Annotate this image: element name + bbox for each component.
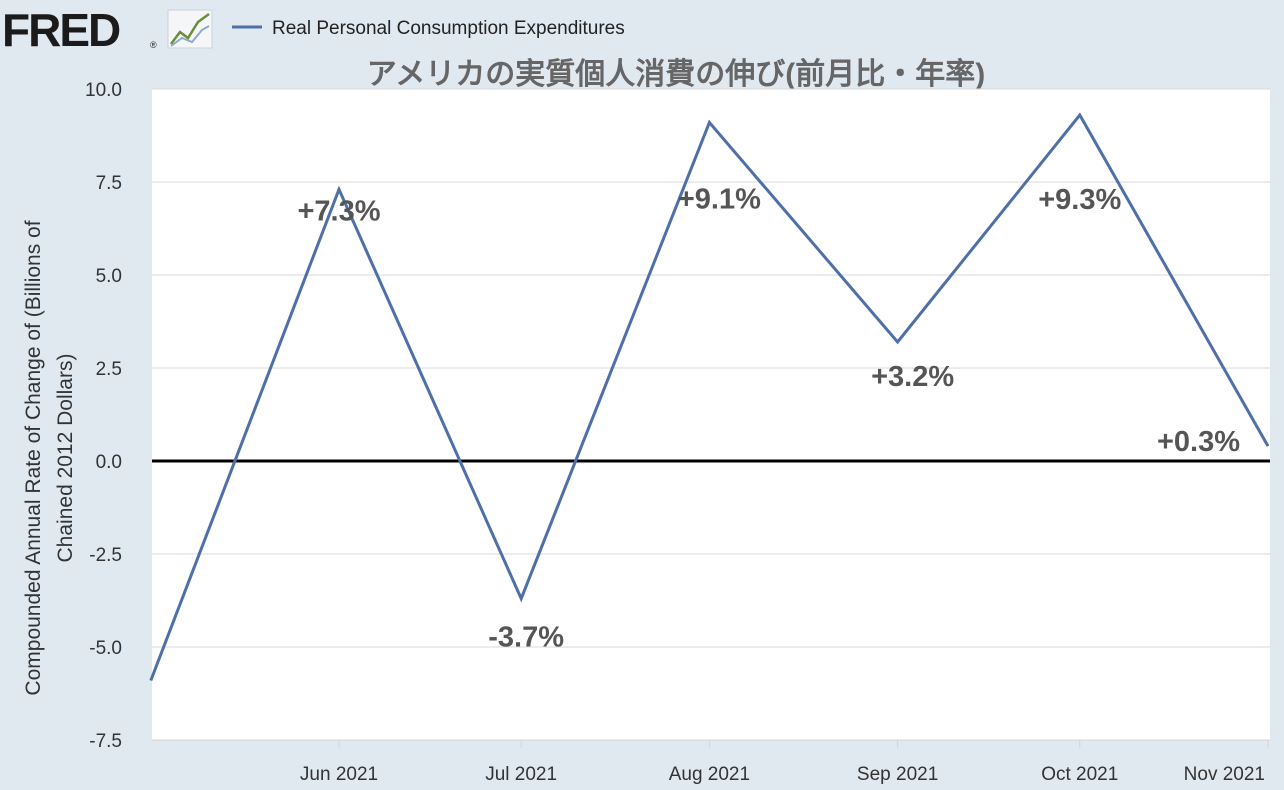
legend: Real Personal Consumption Expenditures: [232, 18, 625, 39]
data-label: +7.3%: [297, 195, 380, 227]
data-labels: +7.3% -3.7% +9.1% +3.2% +9.3% +0.3%: [297, 183, 1240, 653]
y-tick-label: -2.5: [89, 545, 122, 566]
y-axis-label-line-1: Compounded Annual Rate of Change of (Bil…: [22, 220, 45, 695]
y-tick-label: -5.0: [89, 638, 122, 659]
plot-area: [152, 89, 1270, 740]
y-axis-label-line-2: Chained 2012 Dollars): [54, 354, 77, 563]
y-tick-label: 7.5: [96, 173, 122, 194]
logo-registered-mark: ®: [150, 40, 157, 50]
x-tick-label: Nov 2021: [1184, 764, 1265, 785]
data-label: +0.3%: [1157, 426, 1240, 458]
data-label: -3.7%: [488, 622, 564, 654]
x-axis-ticks: Jun 2021 Jul 2021 Aug 2021 Sep 2021 Oct 2021…: [152, 739, 1270, 785]
logo-text: FRED: [2, 4, 120, 56]
data-label: +3.2%: [871, 361, 954, 393]
y-axis-label: Compounded Annual Rate of Change of (Bil…: [22, 220, 77, 695]
y-tick-label: 0.0: [96, 452, 122, 473]
fred-logo[interactable]: FRED ®: [2, 4, 213, 56]
y-tick-label: 10.0: [85, 80, 122, 101]
x-tick-label: Jun 2021: [300, 764, 378, 785]
data-label: +9.1%: [678, 183, 761, 215]
x-tick-label: Oct 2021: [1041, 764, 1118, 785]
chart-title: アメリカの実質個人消費の伸び(前月比・年率): [367, 58, 985, 91]
x-tick-label: Jul 2021: [485, 764, 557, 785]
data-points: [150, 114, 1269, 681]
legend-label: Real Personal Consumption Expenditures: [272, 18, 625, 39]
y-tick-label: -7.5: [89, 731, 122, 752]
y-tick-label: 5.0: [96, 266, 122, 287]
data-label: +9.3%: [1038, 184, 1121, 216]
y-tick-label: 2.5: [96, 359, 122, 380]
x-tick-label: Sep 2021: [857, 764, 938, 785]
fred-chart-icon: [167, 9, 213, 49]
x-tick-label: Aug 2021: [669, 764, 750, 785]
y-axis-ticks: -7.5 -5.0 -2.5 0.0 2.5 5.0 7.5 10.0: [85, 80, 122, 752]
